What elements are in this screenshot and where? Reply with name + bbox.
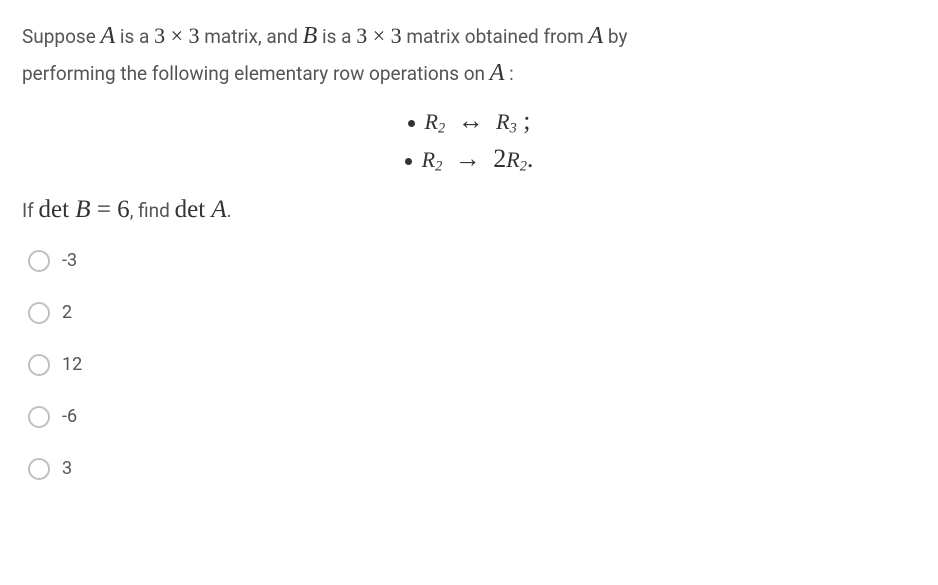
stem-text: : (504, 62, 513, 85)
choice-option[interactable]: 12 (28, 354, 916, 376)
radio-icon[interactable] (28, 250, 50, 272)
dim-2: 3 × 3 (356, 23, 401, 48)
radio-icon[interactable] (28, 302, 50, 324)
op2-tail: . (527, 144, 534, 173)
var-A2: A (589, 23, 604, 49)
choice-option[interactable]: 3 (28, 458, 916, 480)
radio-icon[interactable] (28, 354, 50, 376)
radio-icon[interactable] (28, 458, 50, 480)
choice-option[interactable]: -3 (28, 250, 916, 272)
op2-lsub: 2 (435, 159, 442, 175)
op2-coef: 2 (493, 144, 506, 173)
to-arrow: → (455, 144, 481, 173)
stem-text: is a (317, 25, 356, 48)
op1-left: R (425, 109, 438, 134)
choice-option[interactable]: 2 (28, 302, 916, 324)
det-a: det A (175, 196, 227, 223)
var-A: A (101, 23, 116, 49)
stem-text: is a (115, 25, 154, 48)
bullet-icon (405, 158, 412, 165)
bullet-icon (408, 120, 415, 127)
stem-text: performing the following elementary row … (22, 62, 490, 85)
stem-text: by (603, 25, 627, 48)
dot-text: . (227, 199, 232, 222)
det-b: det B = 6 (39, 196, 130, 223)
choice-option[interactable]: -6 (28, 406, 916, 428)
choice-list: -3 2 12 -6 3 (28, 250, 916, 480)
dim-1: 3 × 3 (154, 23, 199, 48)
operation-1: R2 ↔ R3 ; (22, 102, 916, 140)
op2-rsub: 2 (520, 159, 527, 175)
op2-left: R (422, 147, 435, 172)
radio-icon[interactable] (28, 406, 50, 428)
op2-right: R (506, 147, 519, 172)
op1-rsub: 3 (510, 121, 517, 137)
var-A3: A (490, 60, 505, 86)
question-container: Suppose A is a 3 × 3 matrix, and B is a … (0, 0, 938, 498)
stem-text: Suppose (22, 25, 101, 48)
swap-arrow: ↔ (458, 106, 484, 135)
find-text: , find (130, 199, 175, 222)
if-text: If (22, 199, 39, 222)
stem-text: matrix, and (200, 25, 303, 48)
stem-text: matrix obtained from (402, 25, 589, 48)
choice-label: -3 (62, 250, 77, 271)
operation-2: R2 → 2R2. (22, 140, 916, 178)
op1-right: R (496, 109, 509, 134)
condition-line: If det B = 6, find det A. (22, 196, 916, 224)
choice-label: 2 (62, 302, 72, 323)
op1-lsub: 2 (438, 121, 445, 137)
choice-label: 12 (62, 354, 82, 375)
question-stem: Suppose A is a 3 × 3 matrix, and B is a … (22, 18, 916, 92)
choice-label: 3 (62, 458, 72, 479)
choice-label: -6 (62, 406, 77, 427)
row-operations: R2 ↔ R3 ; R2 → 2R2. (22, 102, 916, 177)
var-B: B (303, 23, 318, 49)
op1-tail: ; (517, 106, 531, 135)
